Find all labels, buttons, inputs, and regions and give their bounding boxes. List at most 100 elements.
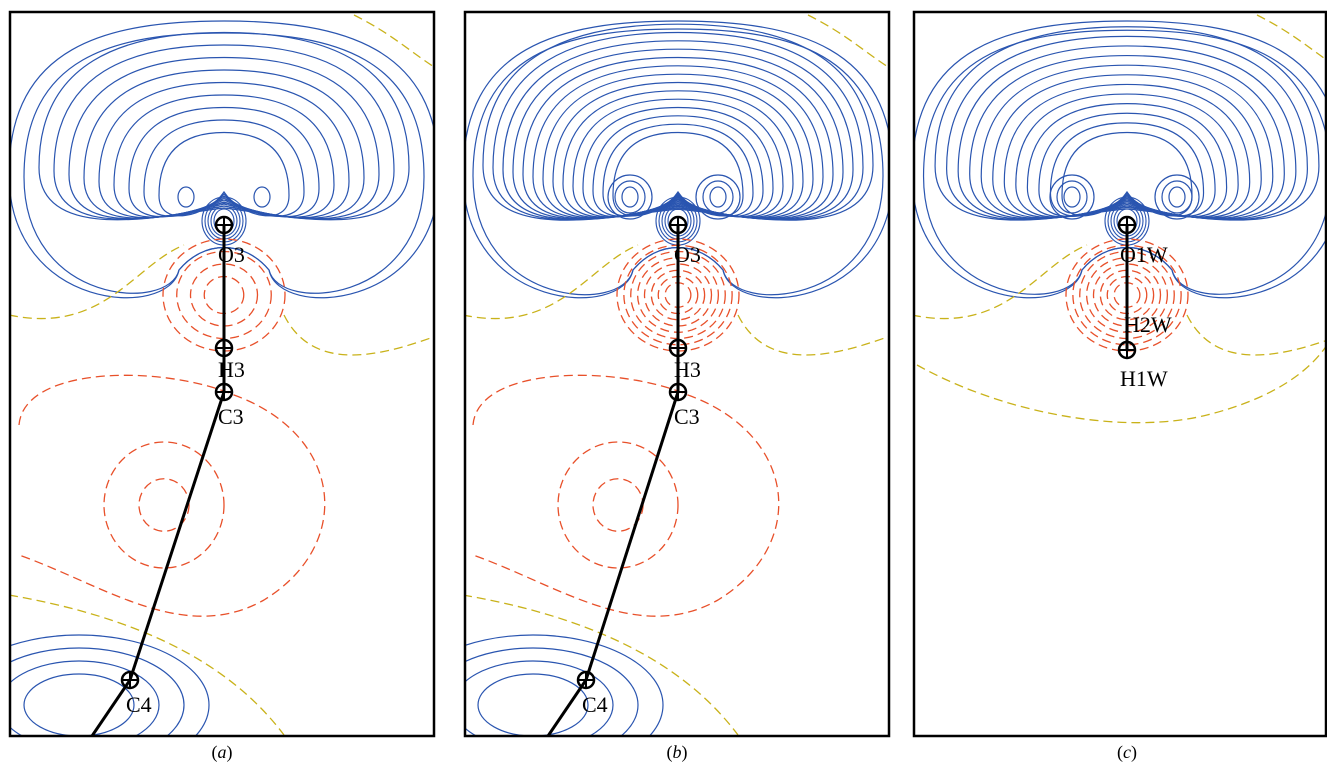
positive-contour xyxy=(702,180,734,214)
positive-contour xyxy=(477,673,589,736)
atom-marker-c4 xyxy=(576,670,596,690)
atom-marker-h3 xyxy=(668,338,688,358)
atom-marker-o3 xyxy=(668,215,688,235)
atom-label-c3: C3 xyxy=(674,404,700,429)
positive-contour xyxy=(934,26,1320,221)
positive-contour xyxy=(83,69,365,219)
positive-contour xyxy=(465,20,889,299)
positive-contour xyxy=(709,186,727,208)
positive-contour xyxy=(10,634,210,736)
negative-contour xyxy=(472,374,780,617)
panel-b: O3 H3 C3 C4 (b) xyxy=(463,10,891,763)
positive-contour xyxy=(614,180,646,214)
negative-contours xyxy=(18,238,326,617)
atom-label-h1w: H1W xyxy=(1120,366,1168,391)
positive-contour xyxy=(1038,112,1216,217)
atom-marker-h3 xyxy=(214,338,234,358)
bond-lines xyxy=(546,225,680,737)
positive-contour xyxy=(23,32,425,294)
positive-contour xyxy=(113,94,335,218)
positive-contour xyxy=(1168,186,1186,208)
positive-contour xyxy=(1015,93,1239,218)
positive-contour xyxy=(695,174,741,220)
positive-contour xyxy=(492,31,864,221)
panel-c-frame xyxy=(912,10,1327,738)
positive-contour xyxy=(552,81,804,219)
positive-contour xyxy=(38,31,410,221)
positive-contour xyxy=(68,56,380,220)
positive-contour xyxy=(562,90,794,218)
positive-contour xyxy=(465,647,639,736)
positive-contours xyxy=(10,20,434,736)
panel-b-frame xyxy=(463,10,891,738)
atom-marker-h1w xyxy=(1117,340,1137,360)
panel-a-contours xyxy=(10,14,434,736)
zero-contour xyxy=(10,244,434,356)
positive-contour xyxy=(143,119,305,217)
atom-marker-c3 xyxy=(668,382,688,402)
zero-contour xyxy=(465,594,739,736)
positive-contour xyxy=(482,23,874,221)
zero-contours xyxy=(10,14,434,736)
positive-contour xyxy=(621,186,639,208)
atom-label-o1w: O1W xyxy=(1120,242,1168,267)
atom-label-h3: H3 xyxy=(218,357,245,382)
atom-label-c4: C4 xyxy=(126,692,152,717)
atom-label-c4: C4 xyxy=(582,692,608,717)
zero-contour xyxy=(807,14,889,69)
positive-contour xyxy=(1026,103,1228,218)
positive-contour xyxy=(10,660,160,736)
positive-contour xyxy=(1003,83,1251,219)
atom-marker-c4 xyxy=(120,670,140,690)
bond-lines xyxy=(90,225,226,737)
positive-contour xyxy=(128,106,320,218)
positive-contour xyxy=(592,115,764,217)
atom-marker-c3 xyxy=(214,382,234,402)
zero-contour xyxy=(1256,14,1326,61)
atom-marker-o1w xyxy=(1117,215,1137,235)
zero-contour xyxy=(10,594,285,736)
zero-contour xyxy=(916,345,1326,424)
positive-contours xyxy=(465,20,889,736)
positive-contour xyxy=(992,74,1262,219)
positive-contour xyxy=(502,40,854,220)
zero-contour xyxy=(353,14,434,68)
panel-a-frame xyxy=(8,10,436,738)
positive-contour xyxy=(472,28,884,296)
positive-contour xyxy=(522,56,834,220)
positive-contour xyxy=(582,106,774,218)
panel-b-contours xyxy=(465,14,889,736)
positive-contour xyxy=(465,634,664,736)
zero-contours xyxy=(465,14,889,736)
negative-contour xyxy=(138,478,190,532)
positive-contour xyxy=(969,54,1285,220)
atom-marker-o3 xyxy=(214,215,234,235)
negative-contour xyxy=(18,374,326,617)
positive-contour xyxy=(1056,180,1088,214)
positive-contour xyxy=(512,48,844,220)
atom-label-o3: O3 xyxy=(674,242,701,267)
positive-contour xyxy=(980,64,1274,219)
positive-contour xyxy=(253,186,271,208)
atom-label-h3: H3 xyxy=(674,357,701,382)
positive-contour xyxy=(1049,174,1095,220)
positive-contour xyxy=(10,20,434,299)
panel-c: O1W H2W H1W (c) xyxy=(912,10,1327,763)
positive-contour xyxy=(572,98,784,218)
atom-label-o3: O3 xyxy=(218,242,245,267)
positive-contour xyxy=(607,174,653,220)
positive-contour xyxy=(53,44,395,220)
panel-a-caption: (a) xyxy=(212,742,233,763)
positive-contour xyxy=(914,20,1326,299)
positive-contours xyxy=(914,20,1326,299)
atom-label-h2w: H2W xyxy=(1124,312,1172,337)
positive-contour xyxy=(957,45,1297,220)
panel-b-caption: (b) xyxy=(667,742,688,763)
positive-contour xyxy=(465,660,614,736)
positive-contour xyxy=(1063,186,1081,208)
positive-contour xyxy=(1061,131,1193,217)
positive-contour xyxy=(946,35,1308,221)
positive-contour xyxy=(158,131,290,217)
negative-contour xyxy=(557,441,679,569)
